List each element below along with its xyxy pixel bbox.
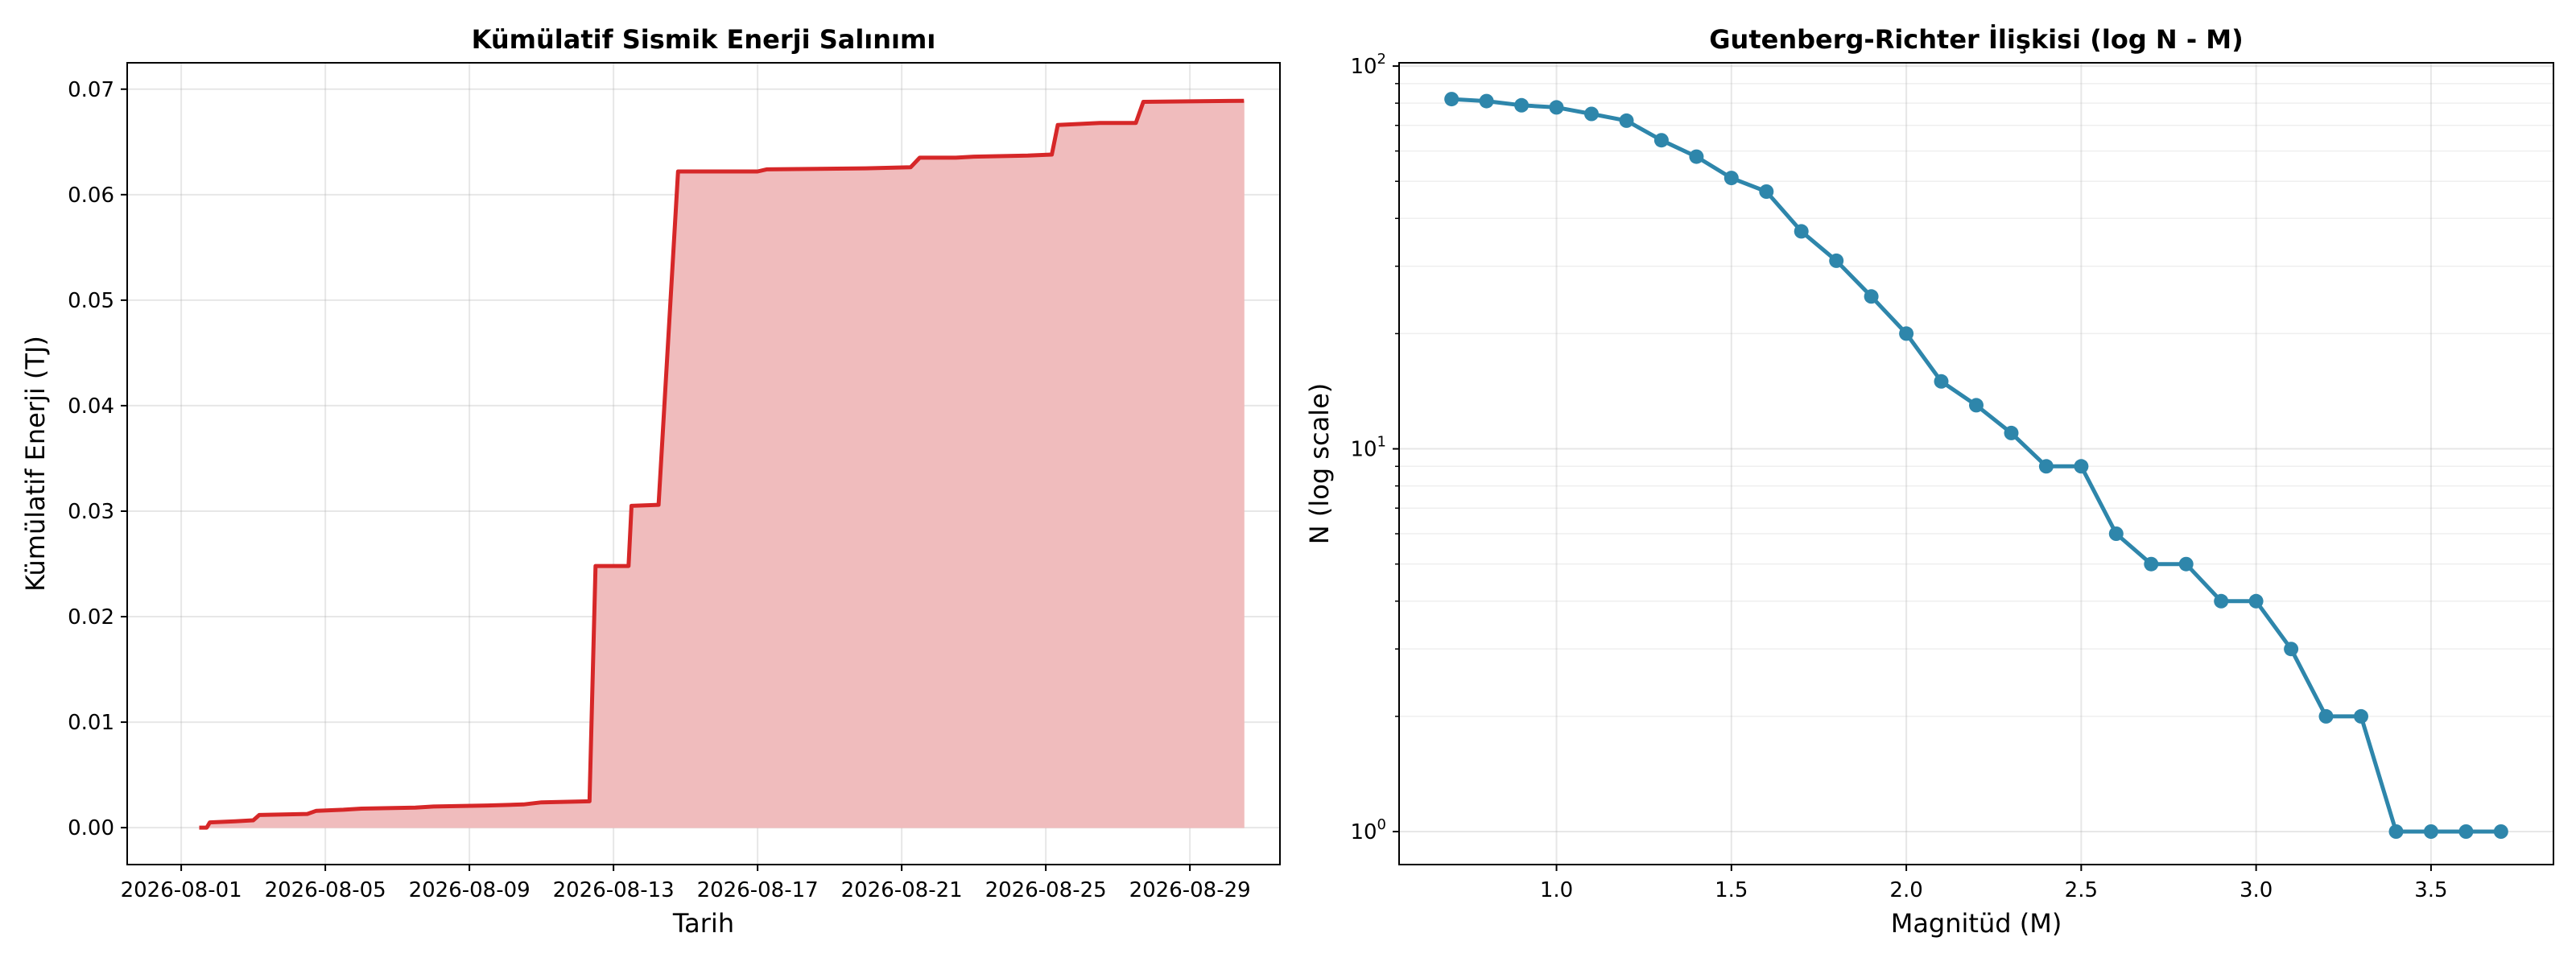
- c2-data-point: [2284, 642, 2299, 657]
- c2-x-axis-label: Magnitüd (M): [1891, 908, 2062, 939]
- c2-data-point: [1969, 398, 1984, 413]
- cumulative-energy-chart: 2026-08-01 2026-08-05 2026-08-09 2026-08-13…: [20, 24, 1281, 939]
- c1-x-tick: 2026-08-21: [841, 878, 963, 902]
- c2-data-point: [2318, 708, 2334, 724]
- c2-y-axis-label: N (log scale): [1304, 383, 1335, 544]
- c2-data-point: [2248, 593, 2264, 609]
- c2-data-point: [2354, 708, 2368, 724]
- c1-x-tick: 2026-08-05: [265, 878, 386, 902]
- c2-data-point: [1653, 133, 1669, 148]
- c2-data-point: [1549, 100, 1564, 115]
- c2-data-point: [2388, 824, 2404, 839]
- c2-data-point: [2074, 459, 2089, 474]
- c2-x-tick: 2.5: [2065, 878, 2098, 902]
- c2-x-tick: 2.0: [1889, 878, 1922, 902]
- c2-data-point: [2214, 593, 2229, 609]
- c2-data-point: [2178, 556, 2194, 572]
- c2-data-point: [1724, 171, 1739, 186]
- c2-x-tick: 1.5: [1715, 878, 1748, 902]
- c2-data-point: [1689, 149, 1704, 164]
- c2-data-point: [2108, 526, 2124, 541]
- c1-x-axis-label: Tarih: [672, 908, 734, 939]
- c1-energy-line: [199, 98, 1245, 830]
- c2-data-point: [2144, 556, 2159, 572]
- c2-data-point: [2458, 824, 2474, 839]
- c1-x-tick: 2026-08-25: [985, 878, 1107, 902]
- c1-y-axis-label: Kümülatif Enerji (TJ): [20, 336, 51, 592]
- c1-x-tick: 2026-08-17: [697, 878, 819, 902]
- c2-x-tick: 3.0: [2240, 878, 2273, 902]
- c2-data-point: [1444, 92, 1459, 107]
- c2-data-point: [1514, 97, 1530, 113]
- c2-x-tick: 1.0: [1540, 878, 1573, 902]
- c2-data-point: [1829, 253, 1844, 268]
- c1-x-tick: 2026-08-09: [409, 878, 530, 902]
- c2-data-point: [1934, 374, 1949, 389]
- c2-data-point: [2493, 824, 2508, 839]
- c2-title: Gutenberg-Richter İlişkisi (log N - M): [1709, 24, 2243, 55]
- c1-y-tick: 0.06: [68, 184, 114, 208]
- c1-y-tick-labels: 0.00 0.01 0.02 0.03 0.04 0.05 0.06 0.07: [68, 78, 127, 840]
- c2-data-point: [2004, 425, 2019, 440]
- c1-title: Kümülatif Sismik Enerji Salınımı: [472, 24, 936, 55]
- c2-markers: [1444, 92, 2508, 839]
- c2-data-point: [1794, 224, 1809, 239]
- c2-plot-frame: [1398, 62, 2554, 865]
- c1-y-tick: 0.04: [68, 394, 114, 419]
- c2-data-point: [2423, 824, 2438, 839]
- c2-data-point: [1864, 289, 1879, 304]
- c2-data-point: [1619, 113, 1634, 128]
- c1-y-tick: 0.05: [68, 289, 114, 313]
- c2-gridlines: [1399, 63, 2553, 865]
- c1-y-tick: 0.03: [68, 500, 114, 524]
- c1-x-tick: 2026-08-01: [121, 878, 242, 902]
- c1-y-tick: 0.01: [68, 711, 114, 735]
- c2-data-point: [1759, 184, 1774, 199]
- c1-x-tick-labels: 2026-08-01 2026-08-05 2026-08-09 2026-08-13…: [121, 865, 1251, 902]
- c1-y-tick: 0.00: [68, 816, 114, 840]
- c2-x-tick-labels: 1.0 1.5 2.0 2.5 3.0 3.5: [1540, 865, 2448, 902]
- c1-y-tick: 0.02: [68, 605, 114, 630]
- c2-x-tick: 3.5: [2414, 878, 2447, 902]
- c2-data-point: [1899, 326, 1914, 341]
- c2-data-point: [1479, 93, 1494, 109]
- c1-x-tick: 2026-08-13: [553, 878, 675, 902]
- c1-x-tick: 2026-08-29: [1129, 878, 1251, 902]
- c1-plot-frame: [126, 62, 1281, 865]
- c1-y-tick: 0.07: [68, 78, 114, 102]
- c2-data-point: [1584, 106, 1599, 122]
- c2-data-point: [2038, 459, 2054, 474]
